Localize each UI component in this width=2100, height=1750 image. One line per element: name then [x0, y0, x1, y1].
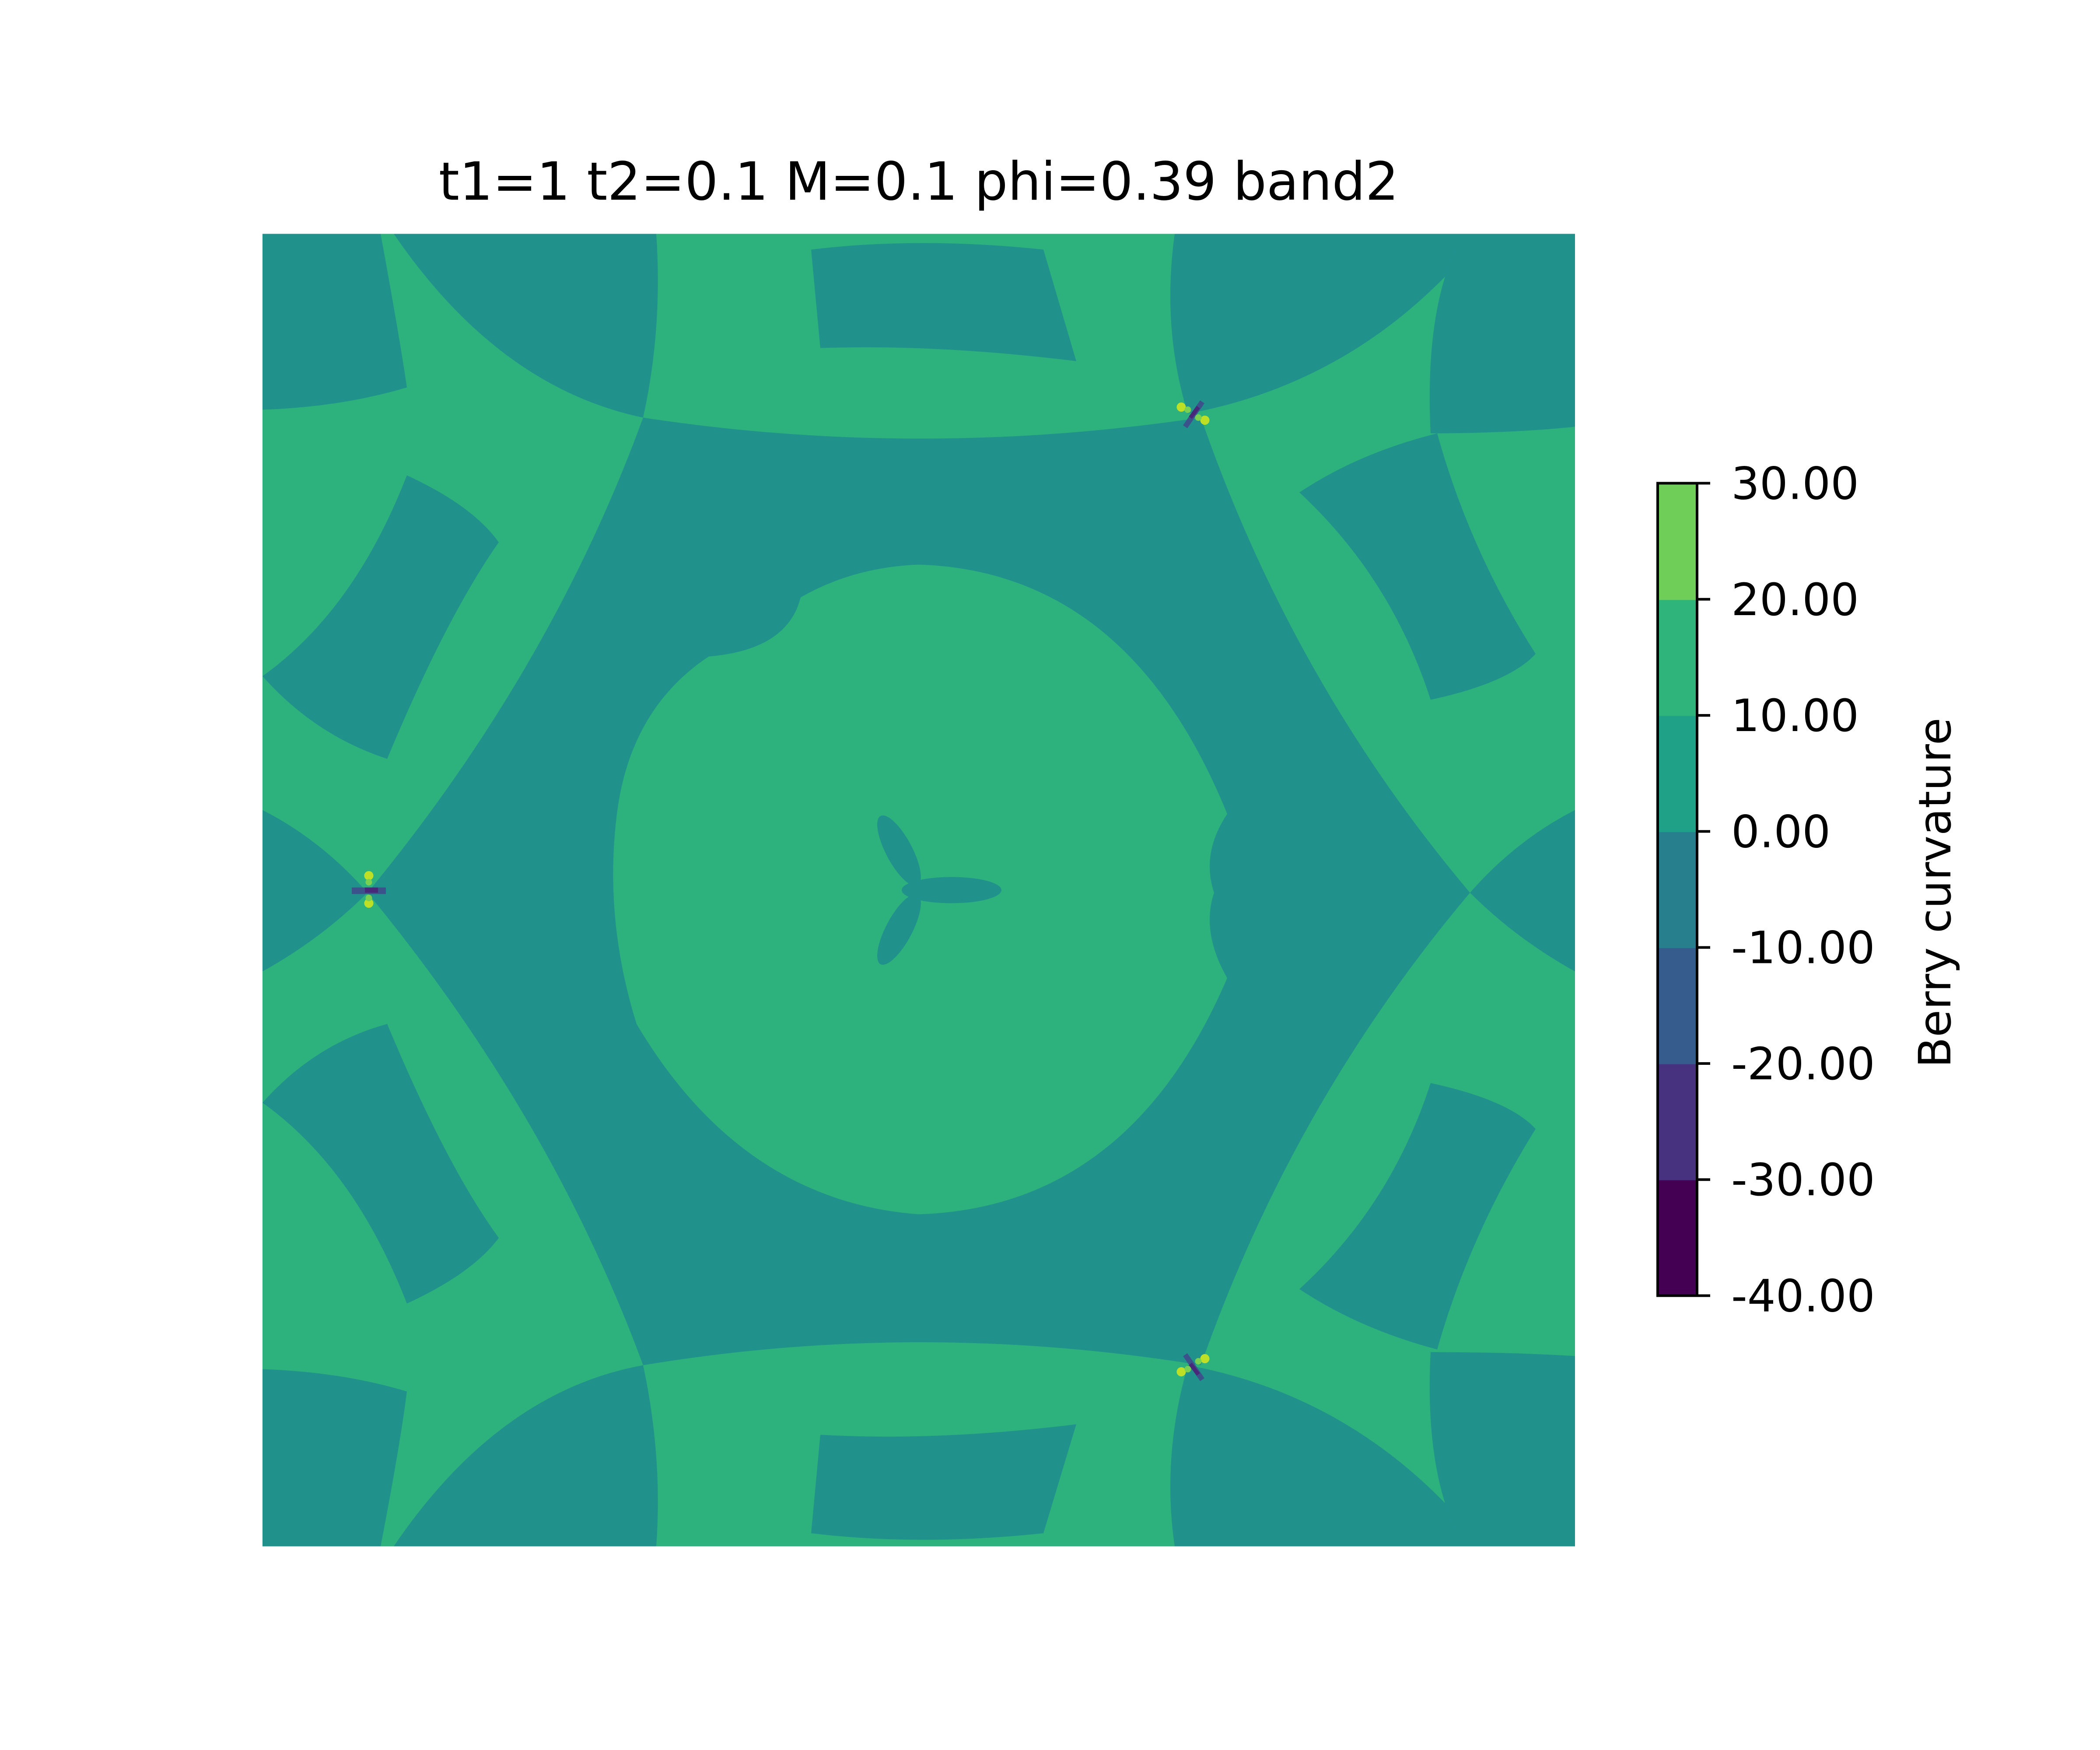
- colorbar-band: [1658, 1180, 1697, 1296]
- singularity-left: [352, 871, 386, 908]
- contour-outer-lobes: [262, 234, 1575, 1547]
- singularity-lower-right: [1176, 1353, 1210, 1381]
- colorbar-band: [1658, 483, 1697, 600]
- colorbar-tick-label: -30.00: [1731, 1154, 1875, 1206]
- colorbar-tick-label: -40.00: [1731, 1270, 1875, 1323]
- colorbar-band: [1658, 599, 1697, 716]
- colorbar-label: Berry curvature: [1909, 718, 1961, 1068]
- colorbar-tick-label: -20.00: [1731, 1038, 1875, 1090]
- colorbar-frame: [1656, 482, 1698, 1297]
- colorbar-tick-label: -10.00: [1731, 922, 1875, 974]
- colorbar-tick-label: 10.00: [1731, 690, 1859, 742]
- contour-plot: [262, 234, 1575, 1547]
- singularity-upper-right: [1176, 400, 1210, 428]
- colorbar-band: [1658, 1063, 1697, 1180]
- colorbar-tick-label: 20.00: [1731, 574, 1859, 626]
- colorbar-band: [1658, 831, 1697, 948]
- chart-title: t1=1 t2=0.1 M=0.1 phi=0.39 band2: [439, 152, 1399, 213]
- colorbar-tick-label: 0.00: [1731, 806, 1830, 858]
- colorbar-tick-label: 30.00: [1731, 458, 1859, 510]
- colorbar-band: [1658, 715, 1697, 832]
- colorbar: 30.00 20.00 10.00 0.00 -10.00 -20.00 -30.00 -40…: [1656, 458, 1875, 1323]
- colorbar-band: [1658, 947, 1697, 1064]
- contour-patches: [262, 243, 1536, 1540]
- contour-trilobe: [877, 815, 1001, 965]
